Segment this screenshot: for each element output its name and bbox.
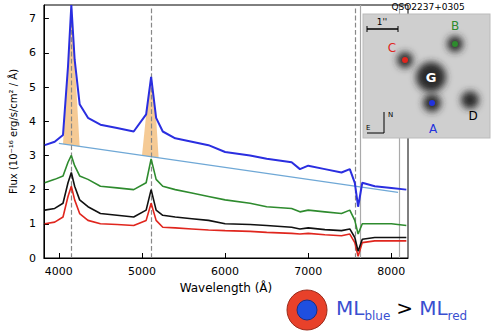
svg-text:5: 5: [29, 81, 36, 94]
svg-text:Flux (10⁻¹⁶ erg/s/cm² / Å): Flux (10⁻¹⁶ erg/s/cm² / Å): [7, 69, 19, 194]
svg-text:4: 4: [29, 115, 36, 128]
svg-text:1: 1: [29, 217, 36, 230]
svg-text:0: 0: [29, 252, 36, 265]
svg-text:N: N: [388, 111, 393, 119]
svg-text:B: B: [451, 19, 459, 33]
svg-text:4000: 4000: [45, 265, 73, 278]
svg-text:G: G: [426, 70, 437, 85]
svg-text:7000: 7000: [294, 265, 322, 278]
svg-text:1'': 1'': [377, 17, 388, 27]
svg-text:C: C: [388, 41, 396, 55]
svg-text:Wavelength (Å): Wavelength (Å): [180, 280, 273, 295]
svg-text:QSO2237+0305: QSO2237+0305: [391, 2, 464, 12]
svg-text:8000: 8000: [377, 265, 405, 278]
svg-text:6000: 6000: [211, 265, 239, 278]
svg-text:3: 3: [29, 149, 36, 162]
svg-text:5000: 5000: [128, 265, 156, 278]
svg-text:A: A: [429, 122, 438, 136]
svg-text:6: 6: [29, 46, 36, 59]
svg-text:D: D: [468, 109, 477, 123]
svg-text:2: 2: [29, 183, 36, 196]
svg-text:E: E: [366, 124, 370, 132]
html-text:MLblue > MLred: MLblue > MLred: [336, 296, 468, 323]
svg-text:7: 7: [29, 12, 36, 25]
